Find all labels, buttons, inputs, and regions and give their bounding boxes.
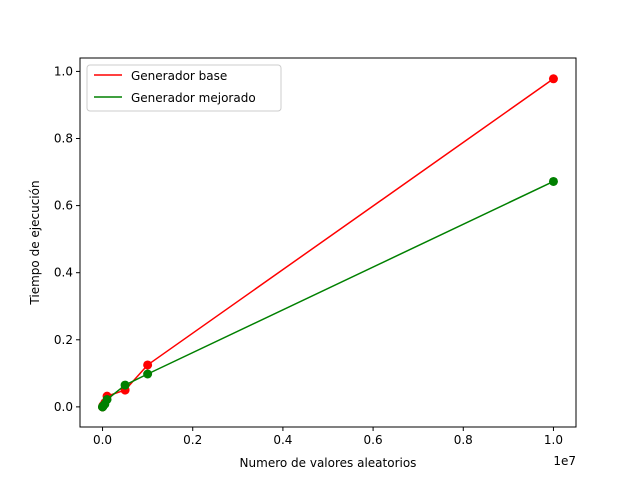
- x-tick-label: 0.6: [364, 433, 383, 447]
- x-axis-label: Numero de valores aleatorios: [240, 456, 417, 470]
- data-point-generador-mejorado: [102, 394, 112, 404]
- y-tick-label: 0.8: [54, 132, 73, 146]
- legend-label-generador-base: Generador base: [131, 69, 227, 83]
- x-tick-label: 0.2: [183, 433, 202, 447]
- x-axis-offset-label: 1e7: [553, 454, 576, 468]
- data-point-generador-base: [548, 74, 558, 84]
- y-tick-label: 0.2: [54, 333, 73, 347]
- plot-frame: [79, 57, 577, 428]
- data-point-generador-base: [143, 360, 153, 370]
- data-point-generador-mejorado: [548, 176, 558, 186]
- data-point-generador-mejorado: [120, 380, 130, 390]
- series-layer: [98, 74, 558, 412]
- y-tick-label: 1.0: [54, 64, 73, 78]
- x-tick-label: 0.8: [454, 433, 473, 447]
- y-tick-label: 0.4: [54, 266, 73, 280]
- y-axis-label: Tiempo de ejecución: [28, 180, 42, 305]
- plot-area: [80, 58, 576, 427]
- legend-label-generador-mejorado: Generador mejorado: [131, 91, 256, 105]
- data-point-generador-mejorado: [143, 369, 153, 379]
- x-tick-label: 1.0: [544, 433, 563, 447]
- y-tick-label: 0.6: [54, 199, 73, 213]
- y-tick-label: 0.0: [54, 400, 73, 414]
- x-axis-ticks: 0.0 0.2 0.4 0.6 0.8 1.0: [93, 427, 563, 447]
- x-tick-label: 0.4: [273, 433, 292, 447]
- x-tick-label: 0.0: [93, 433, 112, 447]
- legend-box: [86, 64, 282, 112]
- legend: Generador base Generador mejorado: [86, 64, 282, 112]
- y-axis-ticks: 0.0 0.2 0.4 0.6 0.8 1.0: [54, 64, 80, 414]
